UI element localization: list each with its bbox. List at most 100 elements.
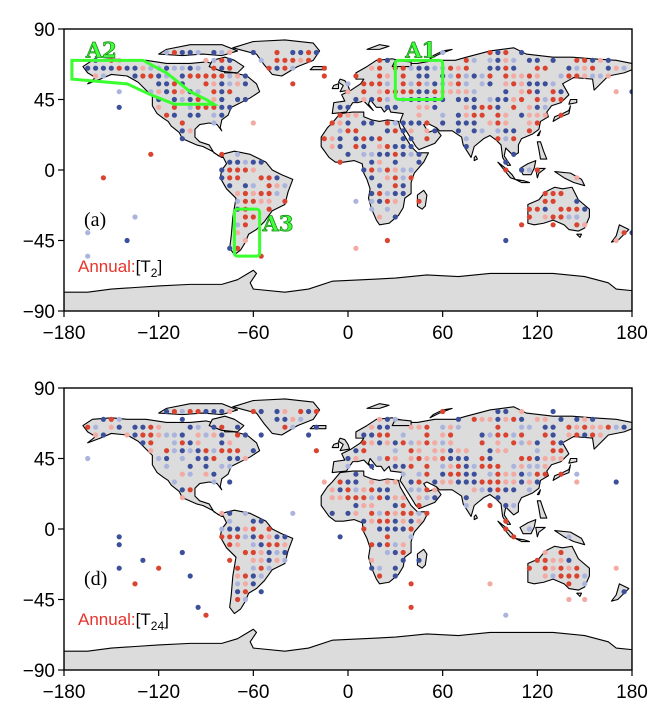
station-dot — [384, 549, 390, 556]
station-dot — [463, 448, 469, 454]
station-dot — [566, 214, 572, 220]
station-dot — [250, 183, 256, 189]
station-dot — [306, 432, 312, 438]
station-dot — [463, 502, 469, 509]
station-dot — [250, 557, 256, 563]
station-dot — [179, 49, 185, 56]
station-dot — [219, 89, 225, 95]
station-dot — [542, 104, 548, 110]
station-dot — [566, 557, 572, 563]
station-dot — [400, 151, 406, 157]
station-dot — [416, 487, 422, 493]
x-tick-label: −120 — [137, 682, 180, 703]
station-dot — [503, 502, 509, 509]
station-dot — [511, 57, 517, 63]
y-axis: 90 45 0 −45 −90 — [23, 20, 64, 323]
station-dot — [179, 96, 185, 103]
station-dot — [377, 167, 383, 173]
station-dot — [337, 112, 343, 118]
landmass — [473, 514, 478, 521]
station-dot — [613, 479, 619, 485]
station-dot — [463, 120, 469, 126]
station-dot — [519, 81, 525, 87]
station-dot — [558, 96, 564, 103]
station-dot — [495, 408, 501, 415]
station-dot — [526, 487, 533, 493]
station-dot — [416, 440, 422, 446]
station-dot — [100, 175, 106, 181]
station-dot — [574, 214, 580, 220]
station-dot — [503, 65, 509, 71]
station-dot — [455, 65, 461, 71]
station-dot — [195, 440, 201, 446]
station-dot — [227, 463, 233, 469]
station-dot — [400, 73, 406, 79]
station-dot — [171, 479, 177, 485]
station-dot — [369, 495, 375, 501]
station-dot — [463, 479, 469, 485]
station-dot — [384, 206, 390, 212]
station-dot — [266, 526, 272, 532]
station-dot — [487, 96, 493, 103]
station-dot — [258, 557, 264, 563]
station-dot — [116, 65, 122, 71]
station-dot — [526, 463, 533, 469]
station-dot — [179, 136, 185, 142]
station-dot — [542, 565, 548, 571]
station-dot — [258, 408, 264, 415]
station-dot — [408, 448, 414, 454]
station-dot — [179, 448, 185, 454]
station-dot — [242, 573, 248, 579]
station-dot — [203, 463, 209, 469]
station-dot — [250, 518, 256, 524]
station-dot — [384, 190, 390, 197]
station-dot — [550, 440, 556, 446]
station-dot — [400, 167, 406, 173]
station-dot — [558, 440, 564, 446]
y-tick-label: 0 — [44, 161, 55, 182]
station-dot — [519, 408, 525, 415]
station-dot — [400, 557, 406, 563]
station-dot — [361, 526, 367, 532]
station-dot — [369, 510, 375, 516]
station-dot — [392, 198, 398, 204]
station-dot — [408, 510, 414, 516]
station-dot — [156, 424, 162, 430]
station-dot — [298, 408, 304, 415]
station-dot — [282, 408, 288, 415]
station-dot — [219, 463, 225, 469]
station-dot — [274, 408, 280, 415]
landmass — [576, 592, 583, 597]
station-dot — [400, 518, 406, 524]
station-dot — [384, 175, 390, 181]
station-dot — [392, 214, 398, 220]
station-dot — [274, 65, 280, 71]
station-dot — [479, 440, 485, 446]
station-dot — [227, 534, 233, 540]
station-dot — [384, 479, 390, 485]
station-dot — [337, 479, 343, 485]
station-dot — [392, 143, 398, 150]
station-dot — [558, 549, 564, 556]
station-dot — [424, 440, 430, 446]
station-dot — [274, 57, 280, 63]
station-dot — [235, 432, 241, 438]
station-dot — [384, 440, 390, 446]
station-dot — [195, 455, 201, 462]
station-dot — [211, 49, 217, 56]
station-dot — [392, 190, 398, 197]
station-dot — [432, 448, 438, 454]
station-dot — [392, 448, 398, 454]
station-dot — [519, 222, 525, 228]
station-dot — [448, 463, 454, 469]
station-dot — [408, 440, 414, 446]
panel-annotation: Annual:[T24] — [78, 610, 169, 633]
station-dot — [495, 479, 501, 485]
station-dot — [511, 479, 517, 485]
station-dot — [463, 96, 469, 103]
station-dot — [219, 49, 225, 56]
station-dot — [282, 198, 288, 204]
station-dot — [526, 112, 533, 118]
station-dot — [519, 440, 525, 446]
station-dot — [574, 57, 580, 63]
